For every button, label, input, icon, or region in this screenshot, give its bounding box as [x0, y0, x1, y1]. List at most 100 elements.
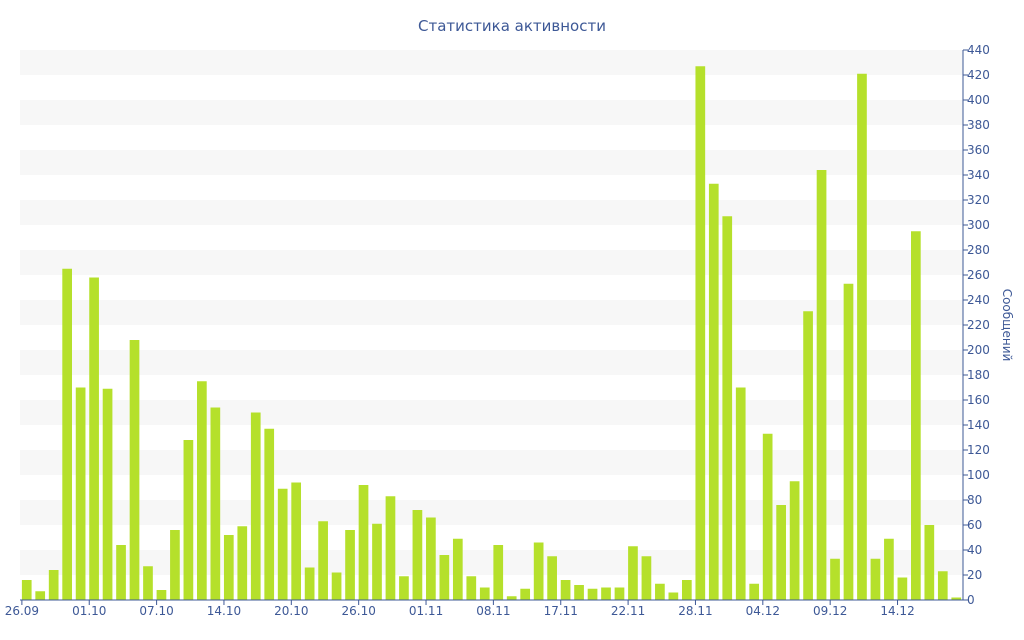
bar: [197, 381, 207, 600]
y-tick-label: 140: [967, 418, 990, 432]
bar: [951, 597, 962, 600]
bar: [897, 577, 908, 600]
y-tick-label: 200: [967, 343, 990, 357]
bar: [911, 231, 921, 600]
y-tick-label: 180: [967, 368, 990, 382]
y-tick-label: 160: [967, 393, 990, 407]
y-tick-label: 0: [967, 593, 975, 607]
x-tick-label: 01.10: [72, 604, 106, 618]
bar: [695, 66, 706, 600]
grid-band: [20, 50, 963, 75]
x-tick-label: 09.12: [813, 604, 847, 618]
bar: [870, 558, 881, 600]
bar: [89, 277, 99, 600]
bar: [587, 588, 598, 600]
bar: [250, 412, 261, 600]
bar: [426, 517, 436, 600]
bar: [345, 530, 355, 600]
bar: [237, 526, 248, 600]
bars: [21, 66, 962, 600]
x-tick-label: 28.11: [678, 604, 712, 618]
bar: [331, 572, 342, 600]
bar: [493, 545, 504, 600]
bar: [762, 433, 773, 600]
bar: [735, 387, 746, 600]
bar: [884, 538, 894, 600]
bar: [655, 583, 665, 600]
bar: [520, 588, 531, 600]
bar: [857, 73, 867, 600]
bar: [506, 596, 517, 600]
y-tick-label: 260: [967, 268, 990, 282]
x-tick-label: 26.09: [5, 604, 39, 618]
y-tick-label: 360: [967, 143, 990, 157]
y-tick-label: 100: [967, 468, 990, 482]
bar: [116, 545, 126, 600]
bar: [143, 566, 153, 600]
bar: [358, 485, 369, 600]
bar: [681, 580, 692, 600]
bar: [533, 542, 544, 600]
bar: [156, 590, 167, 600]
bar: [560, 580, 571, 600]
bar: [789, 481, 800, 600]
bar: [304, 567, 315, 600]
bar: [816, 170, 827, 600]
bar: [21, 580, 32, 600]
bar: [641, 556, 652, 600]
y-tick-label: 80: [967, 493, 982, 507]
bar: [291, 482, 302, 600]
x-tick-label: 14.12: [880, 604, 914, 618]
bar: [399, 576, 409, 600]
x-tick-label: 04.12: [746, 604, 780, 618]
bar: [439, 555, 450, 600]
x-tick-label: 17.11: [544, 604, 578, 618]
bar: [776, 505, 786, 600]
bar: [466, 576, 477, 600]
bar: [708, 183, 719, 600]
bar: [924, 525, 935, 600]
bar: [843, 283, 854, 600]
y-tick-label: 300: [967, 218, 990, 232]
grid-band: [20, 100, 963, 125]
x-tick-label: 22.11: [611, 604, 645, 618]
bar: [547, 556, 557, 600]
bar: [803, 311, 813, 600]
bar: [479, 587, 490, 600]
bar: [223, 535, 234, 600]
bar: [264, 428, 275, 600]
bar: [574, 585, 584, 600]
bar: [749, 583, 760, 600]
bar: [183, 440, 194, 600]
bar: [614, 587, 625, 600]
y-tick-label: 400: [967, 93, 990, 107]
y-axis-title: Сообщений: [1000, 289, 1014, 362]
bar: [385, 496, 396, 600]
bar: [937, 571, 948, 600]
y-tick-label: 20: [967, 568, 982, 582]
y-tick-label: 240: [967, 293, 990, 307]
bar: [318, 521, 328, 600]
chart-title: Статистика активности: [418, 17, 606, 35]
bar: [277, 488, 288, 600]
bar: [601, 587, 611, 600]
bar: [452, 538, 463, 600]
bar: [412, 510, 423, 600]
y-tick-label: 420: [967, 68, 990, 82]
y-tick-label: 340: [967, 168, 990, 182]
grid-band: [20, 250, 963, 275]
bar: [129, 340, 140, 600]
x-tick-label: 20.10: [274, 604, 308, 618]
y-axis: 0 20 40 60 80 100 120 140 160 180 200 220 240 260 280 3…: [962, 43, 990, 607]
x-tick-label: 26.10: [341, 604, 375, 618]
y-tick-label: 280: [967, 243, 990, 257]
bar: [75, 387, 86, 600]
y-tick-label: 60: [967, 518, 982, 532]
bar: [722, 216, 733, 600]
x-tick-label: 14.10: [207, 604, 241, 618]
bar: [170, 530, 180, 600]
bar: [628, 546, 638, 600]
bar: [48, 570, 59, 600]
x-tick-label: 07.10: [139, 604, 173, 618]
